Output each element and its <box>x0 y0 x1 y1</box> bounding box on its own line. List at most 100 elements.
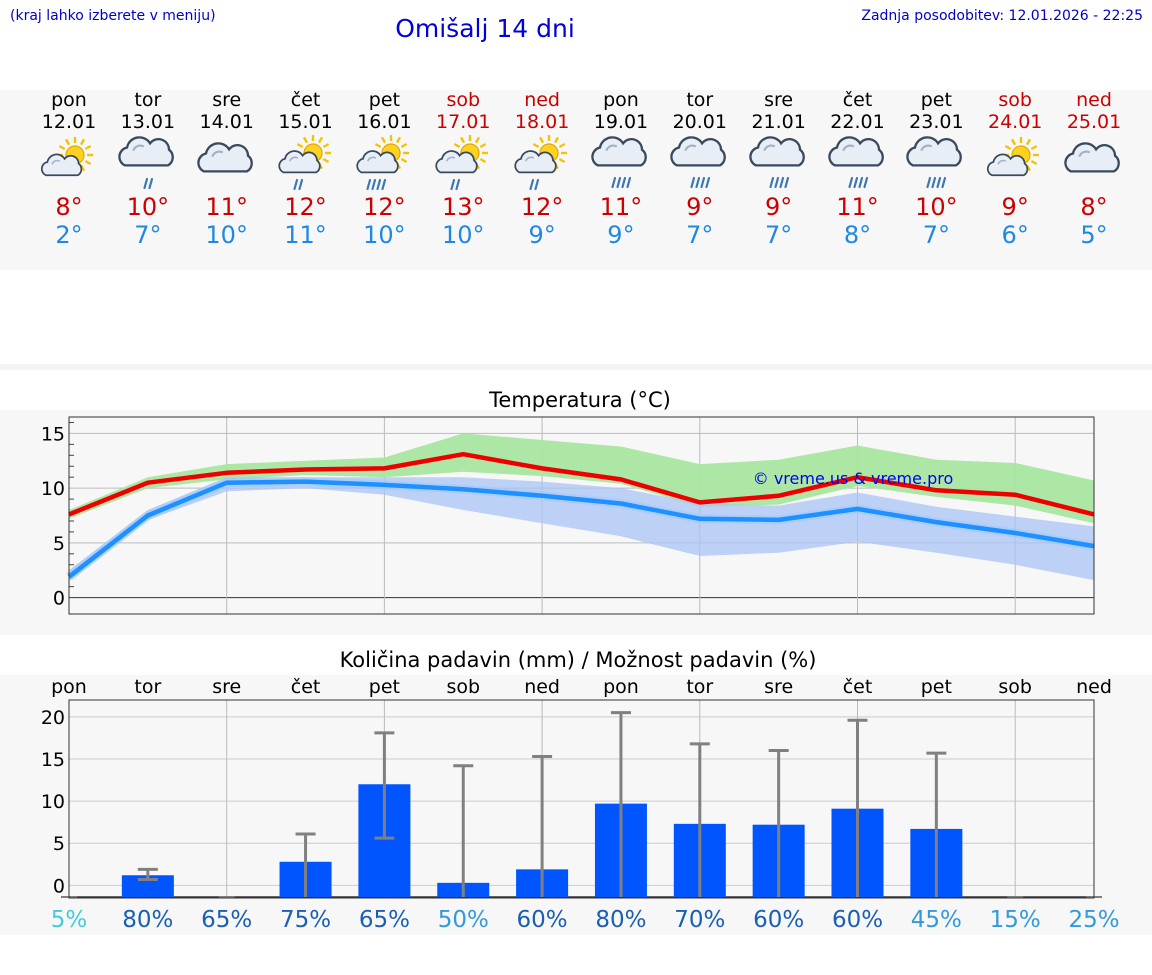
day-date: 15.01 <box>278 111 333 133</box>
precip-tick-label: 10 <box>41 791 65 813</box>
sun-rain-icon <box>435 135 489 191</box>
temp-tick-label: 10 <box>41 478 65 500</box>
day-date: 18.01 <box>514 111 570 133</box>
precip-day-label: čet <box>843 676 873 698</box>
heavy-rain-cloud-icon <box>591 136 647 189</box>
sun-heavy-rain-icon <box>356 135 410 191</box>
day-name: ned <box>524 89 560 111</box>
temp-min: 2° <box>55 221 83 249</box>
temp-min: 10° <box>205 221 248 249</box>
precip-day-label: sob <box>998 676 1032 698</box>
precip-probability: 80% <box>122 907 173 933</box>
sun-rain-icon <box>514 135 568 191</box>
day-name: ned <box>1076 89 1112 111</box>
day-date: 21.01 <box>751 111 806 133</box>
sun-cloud-icon <box>987 137 1040 177</box>
temp-max: 12° <box>284 193 327 221</box>
temp-min: 7° <box>922 221 950 249</box>
heavy-rain-cloud-icon <box>748 136 805 189</box>
day-column: pon 19.01 11° 9° <box>581 90 661 249</box>
sun-cloud-icon <box>40 137 93 177</box>
precip-day-label: sre <box>764 676 793 698</box>
precip-day-label: tor <box>134 676 161 698</box>
day-column: čet 15.01 12° 11° <box>266 90 346 249</box>
watermark: © vreme.us & vreme.pro <box>753 469 954 488</box>
temp-min: 10° <box>363 221 406 249</box>
temp-max: 12° <box>363 193 406 221</box>
temp-max: 13° <box>441 193 485 221</box>
day-column: sre 21.01 9° 7° <box>739 90 819 249</box>
heavy-rain-cloud-icon <box>827 136 884 189</box>
precip-day-label: pet <box>921 676 952 698</box>
precip-day-label: ned <box>1076 676 1112 698</box>
temp-min: 7° <box>765 221 793 249</box>
day-date: 25.01 <box>1066 111 1122 133</box>
temp-min: 5° <box>1080 221 1108 249</box>
max-temp-range-band <box>69 433 1094 524</box>
temp-tick-label: 0 <box>53 588 65 610</box>
day-column: čet 22.01 11° 8° <box>818 90 898 249</box>
min-temp-range-band <box>69 477 1094 582</box>
day-date: 14.01 <box>199 111 254 133</box>
day-name: čet <box>290 89 321 111</box>
temp-max: 12° <box>520 193 564 221</box>
day-date: 19.01 <box>593 111 649 133</box>
location-hint: (kraj lahko izberete v meniju) <box>10 8 216 24</box>
precip-day-label: pon <box>51 676 87 698</box>
day-column: sob 24.01 9° 6° <box>975 90 1055 249</box>
day-column: sre 14.01 11° 10° <box>187 90 267 249</box>
day-date: 17.01 <box>436 111 491 133</box>
day-name: sob <box>446 89 481 111</box>
day-name: pet <box>368 89 400 111</box>
temp-max: 11° <box>836 193 879 221</box>
precip-tick-label: 5 <box>53 833 65 855</box>
temp-max: 9° <box>1001 193 1029 221</box>
day-column: pet 16.01 12° 10° <box>344 90 424 249</box>
precip-day-label: ned <box>524 676 560 698</box>
last-updated: Zadnja posodobitev: 12.01.2026 - 22:25 <box>861 8 1143 24</box>
cloud-icon <box>197 142 253 173</box>
temp-min: 9° <box>528 221 556 249</box>
temp-max: 11° <box>205 193 248 221</box>
day-column: ned 25.01 8° 5° <box>1054 90 1134 249</box>
daily-forecast-strip: pon 12.01 8° 2° tor 13.01 10° 7° sre 14.01 11° 1… <box>0 90 1152 270</box>
day-date: 20.01 <box>672 111 727 133</box>
day-date: 24.01 <box>987 111 1043 133</box>
day-name: sre <box>764 89 794 111</box>
divider <box>0 364 1152 370</box>
day-date: 13.01 <box>120 111 176 133</box>
precip-probability: 75% <box>280 907 331 933</box>
precip-tick-label: 15 <box>41 749 65 771</box>
precipitation-chart-title: Količina padavin (mm) / Možnost padavin … <box>339 648 817 672</box>
max-temp-line <box>68 451 1095 517</box>
temp-min: 6° <box>1001 221 1029 249</box>
day-column: ned 18.01 12° 9° <box>502 90 582 249</box>
precip-day-label: čet <box>291 676 321 698</box>
precip-probability: 80% <box>595 907 646 933</box>
temp-max: 11° <box>599 193 643 221</box>
temp-max: 10° <box>126 193 170 221</box>
temp-min: 8° <box>843 221 872 249</box>
day-date: 23.01 <box>909 111 964 133</box>
precip-day-label: pon <box>603 676 639 698</box>
day-name: pon <box>51 89 87 111</box>
day-column: tor 13.01 10° 7° <box>108 90 188 249</box>
temp-tick-label: 15 <box>41 423 65 445</box>
temp-plot-frame <box>68 416 1095 615</box>
precip-tick-label: 0 <box>53 875 65 897</box>
temp-max: 9° <box>686 193 714 221</box>
precip-day-label: sob <box>446 676 480 698</box>
day-name: čet <box>842 89 873 111</box>
day-date: 22.01 <box>830 111 885 133</box>
rain-cloud-icon <box>118 136 174 190</box>
temp-min: 7° <box>134 221 162 249</box>
precip-day-label: sre <box>212 676 241 698</box>
day-name: tor <box>686 89 714 111</box>
day-column: pon 12.01 8° 2° <box>29 90 109 249</box>
precip-tick-label: 20 <box>41 707 65 729</box>
day-date: 16.01 <box>357 111 412 133</box>
precip-probability: 70% <box>674 907 725 933</box>
precip-day-label: pet <box>369 676 400 698</box>
precip-probability: 50% <box>438 907 489 933</box>
